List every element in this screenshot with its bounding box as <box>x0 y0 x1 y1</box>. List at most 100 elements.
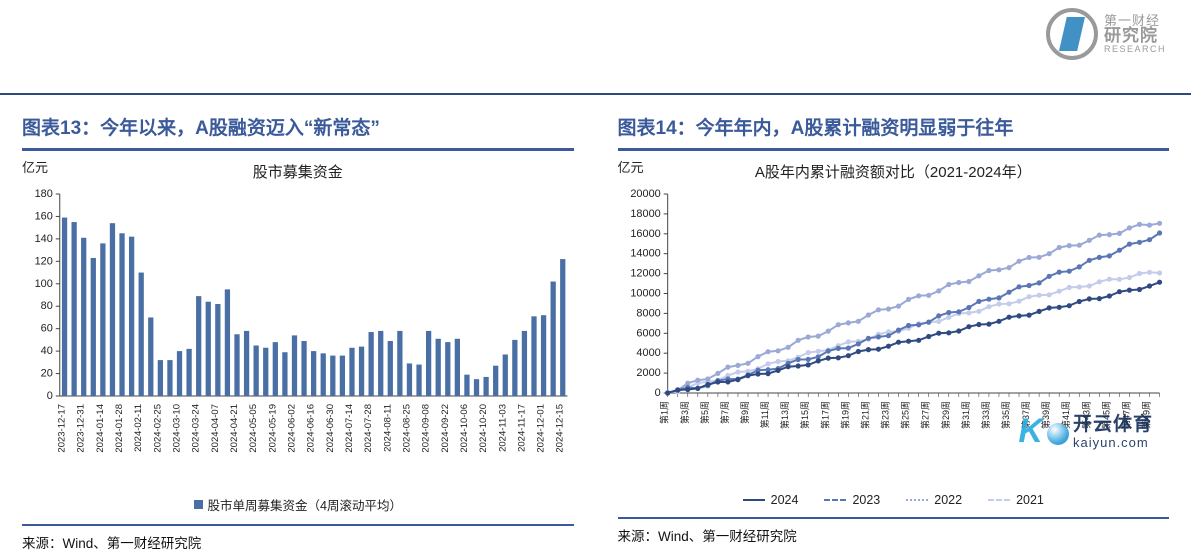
watermark-cn-text: 开云体育 <box>1073 415 1153 434</box>
svg-text:80: 80 <box>41 300 53 312</box>
svg-text:2024-12-15: 2024-12-15 <box>555 404 566 453</box>
svg-text:2024-11-03: 2024-11-03 <box>497 404 508 452</box>
bar-chart-legend[interactable]: 股市单周募集资金（4周滚动平均） <box>22 495 574 514</box>
svg-text:2024-07-14: 2024-07-14 <box>344 404 355 453</box>
svg-text:2024-08-11: 2024-08-11 <box>382 404 393 452</box>
svg-text:2024-02-11: 2024-02-11 <box>133 404 144 452</box>
svg-text:第3周: 第3周 <box>678 401 689 424</box>
svg-text:第13周: 第13周 <box>779 401 790 429</box>
svg-text:2024-03-24: 2024-03-24 <box>191 404 202 453</box>
svg-text:2024-12-01: 2024-12-01 <box>536 404 547 453</box>
svg-text:100: 100 <box>35 278 53 290</box>
svg-text:2024-08-25: 2024-08-25 <box>401 404 412 453</box>
line-chart-unit-label: 亿元 <box>618 157 644 176</box>
svg-text:2024-03-10: 2024-03-10 <box>172 404 183 453</box>
panel-left-title: 图表13：今年以来，A股融资迈入“新常态” <box>22 113 574 151</box>
svg-text:2024-09-22: 2024-09-22 <box>440 404 451 453</box>
bar-chart-subtitle: 股市募集资金 <box>22 161 574 182</box>
svg-text:40: 40 <box>41 345 53 357</box>
svg-text:第27周: 第27周 <box>919 401 930 429</box>
svg-text:20000: 20000 <box>630 188 660 200</box>
svg-text:140: 140 <box>35 233 53 245</box>
svg-text:20: 20 <box>41 368 53 380</box>
watermark-k-icon: K <box>1018 412 1043 451</box>
svg-text:14000: 14000 <box>630 248 660 260</box>
svg-text:第35周: 第35周 <box>1000 401 1011 429</box>
svg-text:第5周: 第5周 <box>698 401 709 424</box>
legend-label-weekly-funds: 股市单周募集资金（4周滚动平均） <box>208 495 402 514</box>
brand-logo: 第一财经 研究院 RESEARCH <box>1046 8 1166 60</box>
svg-text:2023-12-31: 2023-12-31 <box>76 404 87 453</box>
svg-text:2024-06-30: 2024-06-30 <box>325 404 336 453</box>
svg-text:2024-06-16: 2024-06-16 <box>306 404 317 453</box>
svg-text:2024-04-21: 2024-04-21 <box>229 404 240 453</box>
svg-text:180: 180 <box>35 188 53 200</box>
svg-text:8000: 8000 <box>636 307 660 319</box>
legend-label-2023: 2023 <box>852 493 880 507</box>
svg-text:第29周: 第29周 <box>939 401 950 429</box>
svg-text:2000: 2000 <box>636 367 660 379</box>
bar-chart-unit-label: 亿元 <box>22 157 48 176</box>
svg-text:第19周: 第19周 <box>839 401 850 429</box>
svg-text:2023-12-17: 2023-12-17 <box>57 404 68 453</box>
svg-text:2024-10-20: 2024-10-20 <box>478 404 489 453</box>
svg-text:0: 0 <box>47 390 53 402</box>
line-chart-legend[interactable]: 2024 2023 2022 2021 <box>618 493 1170 507</box>
svg-text:12000: 12000 <box>630 268 660 280</box>
svg-text:第25周: 第25周 <box>899 401 910 429</box>
svg-text:16000: 16000 <box>630 228 660 240</box>
svg-text:2024-06-02: 2024-06-02 <box>287 404 298 453</box>
svg-text:6000: 6000 <box>636 327 660 339</box>
svg-text:第7周: 第7周 <box>718 401 729 424</box>
legend-item-2024[interactable]: 2024 <box>743 493 799 507</box>
bar-chart-svg[interactable]: 0 20 40 60 80 100 120 140 160 180 2023-12-17 2023-1… <box>22 188 574 488</box>
panel-left: 图表13：今年以来，A股融资迈入“新常态” 亿元 股市募集资金 0 20 40 60 8… <box>0 95 596 548</box>
svg-text:2024-05-19: 2024-05-19 <box>267 404 278 453</box>
svg-text:2024-04-07: 2024-04-07 <box>210 404 221 453</box>
svg-text:2024-05-05: 2024-05-05 <box>248 404 259 453</box>
watermark-soccer-ball-icon <box>1047 423 1069 445</box>
legend-label-2021: 2021 <box>1016 493 1044 507</box>
source-note-right: 来源：Wind、第一财经研究院 <box>618 517 1170 545</box>
watermark-en-text: kaiyun.com <box>1073 436 1153 449</box>
logo-en-label: RESEARCH <box>1104 45 1166 54</box>
svg-text:第21周: 第21周 <box>859 401 870 429</box>
svg-text:160: 160 <box>35 210 53 222</box>
svg-text:第23周: 第23周 <box>879 401 890 429</box>
svg-text:2024-01-28: 2024-01-28 <box>114 404 125 453</box>
svg-text:2024-10-06: 2024-10-06 <box>459 404 470 453</box>
svg-text:第17周: 第17周 <box>819 401 830 429</box>
legend-item-2022[interactable]: 2022 <box>906 493 962 507</box>
svg-text:第11周: 第11周 <box>759 401 770 428</box>
svg-text:2024-07-28: 2024-07-28 <box>363 404 374 453</box>
svg-text:2024-09-08: 2024-09-08 <box>421 404 432 453</box>
svg-text:第1周: 第1周 <box>658 401 669 424</box>
svg-text:0: 0 <box>654 387 660 399</box>
svg-text:2024-02-25: 2024-02-25 <box>152 404 163 453</box>
svg-text:18000: 18000 <box>630 208 660 220</box>
svg-text:120: 120 <box>35 255 53 267</box>
svg-text:第9周: 第9周 <box>739 401 750 424</box>
legend-label-2024: 2024 <box>771 493 799 507</box>
kaiyun-watermark: K 开云体育 kaiyun.com <box>1018 412 1153 451</box>
panel-right: 图表14：今年年内，A股累计融资明显弱于往年 亿元 A股年内累计融资额对比（20… <box>596 95 1191 548</box>
legend-item-2021[interactable]: 2021 <box>988 493 1044 507</box>
svg-text:第33周: 第33周 <box>979 401 990 429</box>
svg-text:第15周: 第15周 <box>799 401 810 429</box>
svg-text:2024-11-17: 2024-11-17 <box>516 404 527 452</box>
legend-label-2022: 2022 <box>934 493 962 507</box>
chart-panels-container: 图表13：今年以来，A股融资迈入“新常态” 亿元 股市募集资金 0 20 40 60 8… <box>0 95 1191 548</box>
logo-mark-icon <box>1046 8 1098 60</box>
legend-swatch-weekly-funds <box>194 500 203 509</box>
svg-text:60: 60 <box>41 323 53 335</box>
line-chart-subtitle: A股年内累计融资额对比（2021-2024年） <box>618 161 1170 182</box>
svg-text:第31周: 第31周 <box>959 401 970 429</box>
legend-item-2023[interactable]: 2023 <box>824 493 880 507</box>
svg-text:10000: 10000 <box>630 287 660 299</box>
header-bar: 第一财经 研究院 RESEARCH <box>0 0 1191 95</box>
svg-text:4000: 4000 <box>636 347 660 359</box>
panel-right-title: 图表14：今年年内，A股累计融资明显弱于往年 <box>618 113 1170 151</box>
svg-text:2024-01-14: 2024-01-14 <box>95 404 106 453</box>
